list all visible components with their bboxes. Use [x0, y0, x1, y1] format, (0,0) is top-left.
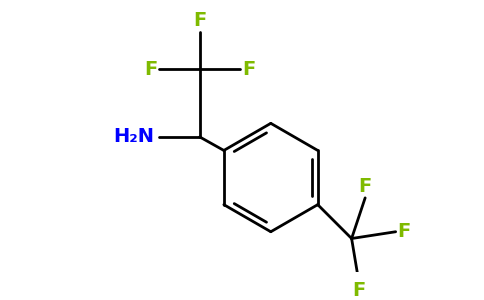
Text: F: F [397, 222, 410, 241]
Text: H₂N: H₂N [113, 128, 154, 146]
Text: F: F [242, 60, 255, 79]
Text: F: F [144, 60, 157, 79]
Text: F: F [352, 281, 365, 300]
Text: F: F [359, 177, 372, 196]
Text: F: F [193, 11, 206, 30]
